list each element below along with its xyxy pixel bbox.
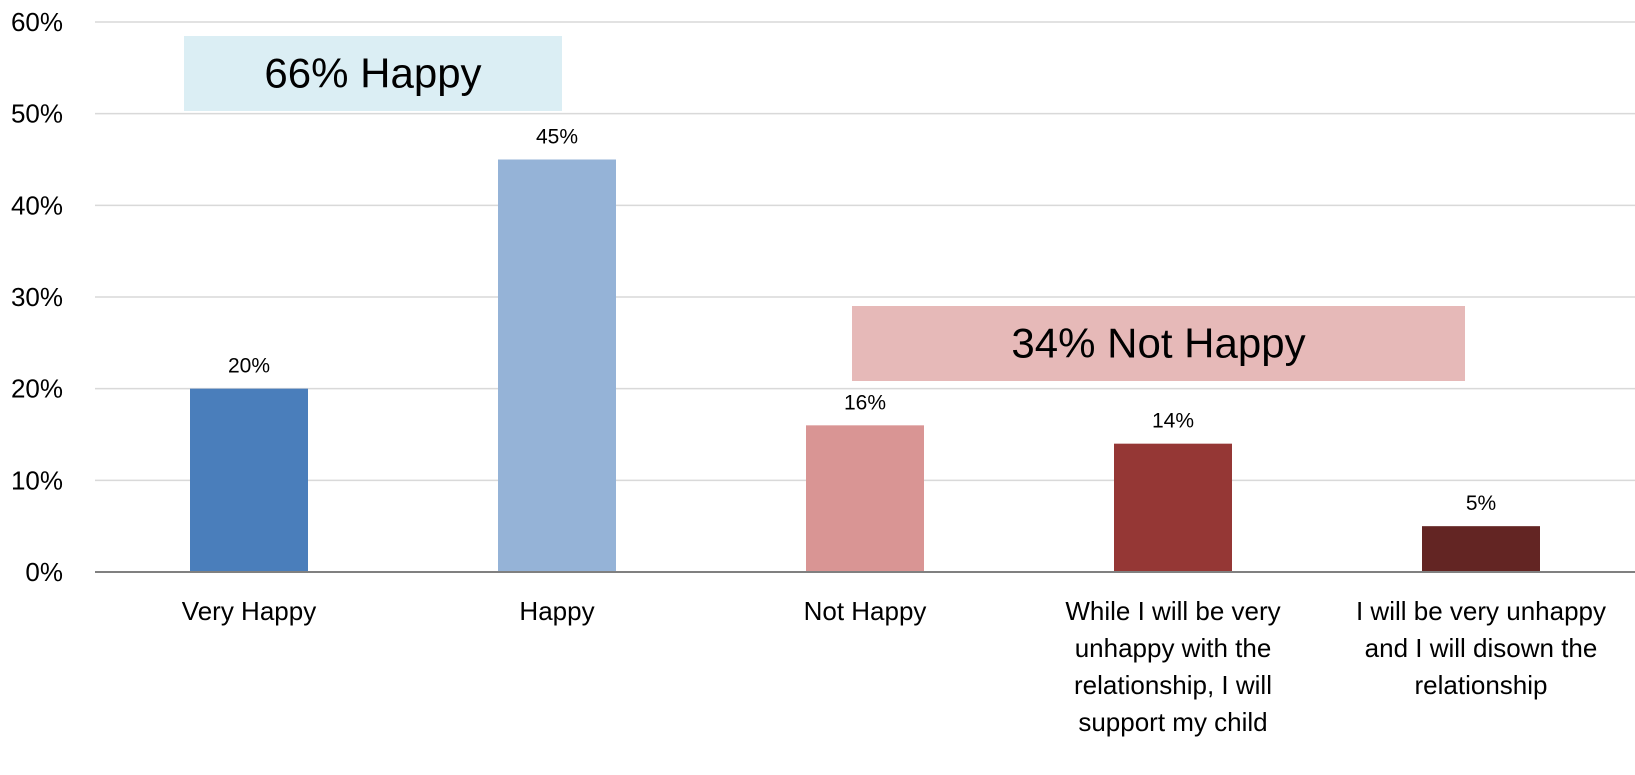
y-tick-label: 0% [25,557,63,587]
data-label: 20% [228,355,270,378]
y-tick-label: 30% [11,282,63,312]
y-tick-label: 10% [11,465,63,495]
data-label: 14% [1152,410,1194,433]
callout-not-happy-box [852,306,1465,381]
category-label: Very Happy [182,596,316,626]
y-tick-label: 40% [11,190,63,220]
data-labels: 20% 45% 16% 14% 5% [228,126,1496,516]
data-label: 5% [1466,492,1496,515]
bar [1114,443,1232,572]
callouts: 66% Happy 34% Not Happy [184,36,1465,381]
bar [1422,526,1540,572]
category-label: Not Happy [804,596,927,626]
bar [498,159,616,572]
y-tick-label: 50% [11,99,63,129]
callout-happy-box [184,36,562,111]
category-label: Happy [519,596,594,626]
y-axis-tick-labels: 0% 10% 20% 30% 40% 50% 60% [11,7,63,587]
bar [190,388,308,572]
category-labels: Very Happy Happy Not Happy While I will be … [182,596,1606,737]
y-tick-label: 20% [11,374,63,404]
callout-happy-label: 66% Happy [264,50,481,97]
category-label: While I will be very unhappy with the rela… [1065,596,1280,737]
bar [806,425,924,572]
gridlines [95,21,1635,482]
data-label: 45% [536,126,578,149]
category-label: I will be very unhappy and I will disown … [1356,596,1606,700]
bars [190,159,1540,572]
data-label: 16% [844,391,886,414]
y-tick-label: 60% [11,7,63,37]
callout-not-happy-label: 34% Not Happy [1011,320,1305,367]
